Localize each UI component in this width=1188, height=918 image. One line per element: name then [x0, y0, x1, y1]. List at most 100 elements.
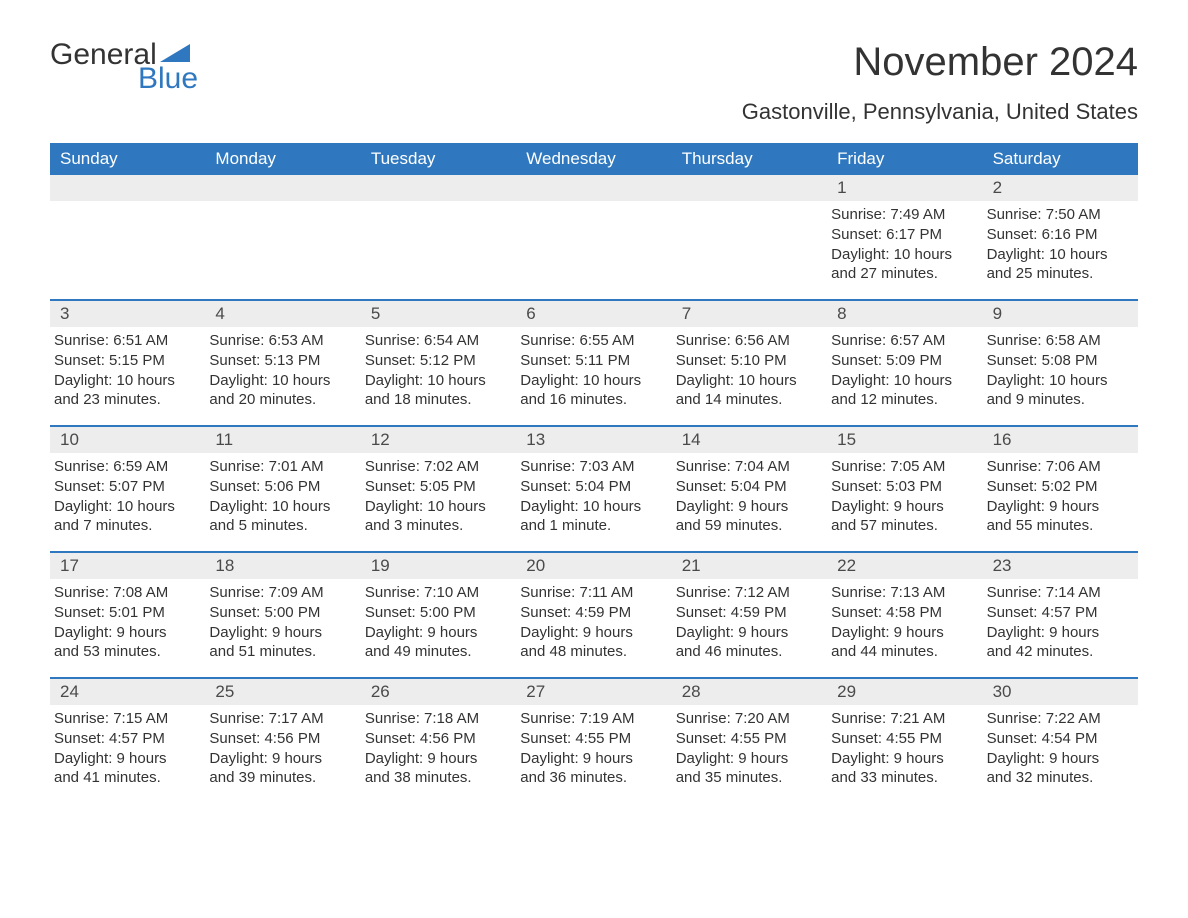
daylight-line-1: Daylight: 9 hours — [987, 497, 1132, 517]
day-number — [50, 175, 205, 201]
day-cell: 25Sunrise: 7:17 AMSunset: 4:56 PMDayligh… — [205, 679, 360, 803]
sunset-line: Sunset: 5:11 PM — [520, 351, 665, 371]
day-number: 11 — [205, 427, 360, 453]
day-number: 1 — [827, 175, 982, 201]
sunrise-line: Sunrise: 7:01 AM — [209, 457, 354, 477]
dow-saturday: Saturday — [983, 143, 1138, 175]
day-cell: 3Sunrise: 6:51 AMSunset: 5:15 PMDaylight… — [50, 301, 205, 425]
day-cell: 4Sunrise: 6:53 AMSunset: 5:13 PMDaylight… — [205, 301, 360, 425]
month-title: November 2024 — [742, 40, 1138, 85]
day-body: Sunrise: 6:58 AMSunset: 5:08 PMDaylight:… — [983, 327, 1138, 414]
dow-thursday: Thursday — [672, 143, 827, 175]
sunset-line: Sunset: 5:09 PM — [831, 351, 976, 371]
day-body: Sunrise: 7:06 AMSunset: 5:02 PMDaylight:… — [983, 453, 1138, 540]
sunrise-line: Sunrise: 7:05 AM — [831, 457, 976, 477]
sunrise-line: Sunrise: 7:12 AM — [676, 583, 821, 603]
daylight-line-2: and 44 minutes. — [831, 642, 976, 662]
dow-wednesday: Wednesday — [516, 143, 671, 175]
day-number: 23 — [983, 553, 1138, 579]
title-block: November 2024 Gastonville, Pennsylvania,… — [742, 40, 1138, 125]
day-cell: 28Sunrise: 7:20 AMSunset: 4:55 PMDayligh… — [672, 679, 827, 803]
logo-text-blue: Blue — [138, 64, 198, 94]
day-number — [672, 175, 827, 201]
sunrise-line: Sunrise: 7:22 AM — [987, 709, 1132, 729]
sunset-line: Sunset: 4:56 PM — [209, 729, 354, 749]
day-cell: 30Sunrise: 7:22 AMSunset: 4:54 PMDayligh… — [983, 679, 1138, 803]
day-body: Sunrise: 6:55 AMSunset: 5:11 PMDaylight:… — [516, 327, 671, 414]
day-body: Sunrise: 7:08 AMSunset: 5:01 PMDaylight:… — [50, 579, 205, 666]
daylight-line-2: and 35 minutes. — [676, 768, 821, 788]
header: General Blue November 2024 Gastonville, … — [50, 40, 1138, 125]
sunset-line: Sunset: 5:00 PM — [365, 603, 510, 623]
daylight-line-1: Daylight: 9 hours — [987, 623, 1132, 643]
sunset-line: Sunset: 4:54 PM — [987, 729, 1132, 749]
dow-sunday: Sunday — [50, 143, 205, 175]
day-number: 9 — [983, 301, 1138, 327]
daylight-line-1: Daylight: 9 hours — [831, 749, 976, 769]
day-body: Sunrise: 6:59 AMSunset: 5:07 PMDaylight:… — [50, 453, 205, 540]
day-cell: 5Sunrise: 6:54 AMSunset: 5:12 PMDaylight… — [361, 301, 516, 425]
daylight-line-1: Daylight: 10 hours — [676, 371, 821, 391]
day-cell: 20Sunrise: 7:11 AMSunset: 4:59 PMDayligh… — [516, 553, 671, 677]
day-number: 25 — [205, 679, 360, 705]
day-number: 28 — [672, 679, 827, 705]
day-number: 10 — [50, 427, 205, 453]
daylight-line-2: and 59 minutes. — [676, 516, 821, 536]
day-number: 15 — [827, 427, 982, 453]
sunrise-line: Sunrise: 7:19 AM — [520, 709, 665, 729]
day-cell — [361, 175, 516, 299]
day-cell: 2Sunrise: 7:50 AMSunset: 6:16 PMDaylight… — [983, 175, 1138, 299]
day-cell: 7Sunrise: 6:56 AMSunset: 5:10 PMDaylight… — [672, 301, 827, 425]
day-body: Sunrise: 6:54 AMSunset: 5:12 PMDaylight:… — [361, 327, 516, 414]
daylight-line-2: and 32 minutes. — [987, 768, 1132, 788]
day-cell: 13Sunrise: 7:03 AMSunset: 5:04 PMDayligh… — [516, 427, 671, 551]
daylight-line-1: Daylight: 10 hours — [54, 497, 199, 517]
day-cell: 9Sunrise: 6:58 AMSunset: 5:08 PMDaylight… — [983, 301, 1138, 425]
sunrise-line: Sunrise: 6:59 AM — [54, 457, 199, 477]
day-body: Sunrise: 6:53 AMSunset: 5:13 PMDaylight:… — [205, 327, 360, 414]
day-number: 26 — [361, 679, 516, 705]
daylight-line-2: and 7 minutes. — [54, 516, 199, 536]
day-body: Sunrise: 7:50 AMSunset: 6:16 PMDaylight:… — [983, 201, 1138, 288]
sunset-line: Sunset: 5:07 PM — [54, 477, 199, 497]
day-cell: 26Sunrise: 7:18 AMSunset: 4:56 PMDayligh… — [361, 679, 516, 803]
day-number: 16 — [983, 427, 1138, 453]
daylight-line-2: and 16 minutes. — [520, 390, 665, 410]
daylight-line-1: Daylight: 10 hours — [987, 245, 1132, 265]
day-number — [205, 175, 360, 201]
daylight-line-2: and 36 minutes. — [520, 768, 665, 788]
daylight-line-2: and 38 minutes. — [365, 768, 510, 788]
day-cell: 29Sunrise: 7:21 AMSunset: 4:55 PMDayligh… — [827, 679, 982, 803]
day-number: 7 — [672, 301, 827, 327]
dow-friday: Friday — [827, 143, 982, 175]
daylight-line-1: Daylight: 9 hours — [365, 623, 510, 643]
day-cell: 21Sunrise: 7:12 AMSunset: 4:59 PMDayligh… — [672, 553, 827, 677]
daylight-line-2: and 48 minutes. — [520, 642, 665, 662]
daylight-line-1: Daylight: 9 hours — [676, 497, 821, 517]
week-row: 10Sunrise: 6:59 AMSunset: 5:07 PMDayligh… — [50, 425, 1138, 551]
day-cell: 16Sunrise: 7:06 AMSunset: 5:02 PMDayligh… — [983, 427, 1138, 551]
daylight-line-1: Daylight: 9 hours — [54, 749, 199, 769]
sunrise-line: Sunrise: 7:03 AM — [520, 457, 665, 477]
daylight-line-1: Daylight: 10 hours — [365, 497, 510, 517]
sunset-line: Sunset: 4:55 PM — [520, 729, 665, 749]
daylight-line-1: Daylight: 10 hours — [520, 497, 665, 517]
weeks-container: 1Sunrise: 7:49 AMSunset: 6:17 PMDaylight… — [50, 175, 1138, 803]
daylight-line-2: and 14 minutes. — [676, 390, 821, 410]
sunrise-line: Sunrise: 7:06 AM — [987, 457, 1132, 477]
sunset-line: Sunset: 5:08 PM — [987, 351, 1132, 371]
sunrise-line: Sunrise: 7:10 AM — [365, 583, 510, 603]
daylight-line-2: and 46 minutes. — [676, 642, 821, 662]
sunrise-line: Sunrise: 7:09 AM — [209, 583, 354, 603]
daylight-line-1: Daylight: 9 hours — [209, 749, 354, 769]
daylight-line-2: and 49 minutes. — [365, 642, 510, 662]
daylight-line-2: and 20 minutes. — [209, 390, 354, 410]
day-cell: 24Sunrise: 7:15 AMSunset: 4:57 PMDayligh… — [50, 679, 205, 803]
daylight-line-2: and 57 minutes. — [831, 516, 976, 536]
day-body: Sunrise: 6:56 AMSunset: 5:10 PMDaylight:… — [672, 327, 827, 414]
sunset-line: Sunset: 5:04 PM — [520, 477, 665, 497]
daylight-line-2: and 18 minutes. — [365, 390, 510, 410]
day-number: 2 — [983, 175, 1138, 201]
sunset-line: Sunset: 4:56 PM — [365, 729, 510, 749]
day-cell: 14Sunrise: 7:04 AMSunset: 5:04 PMDayligh… — [672, 427, 827, 551]
